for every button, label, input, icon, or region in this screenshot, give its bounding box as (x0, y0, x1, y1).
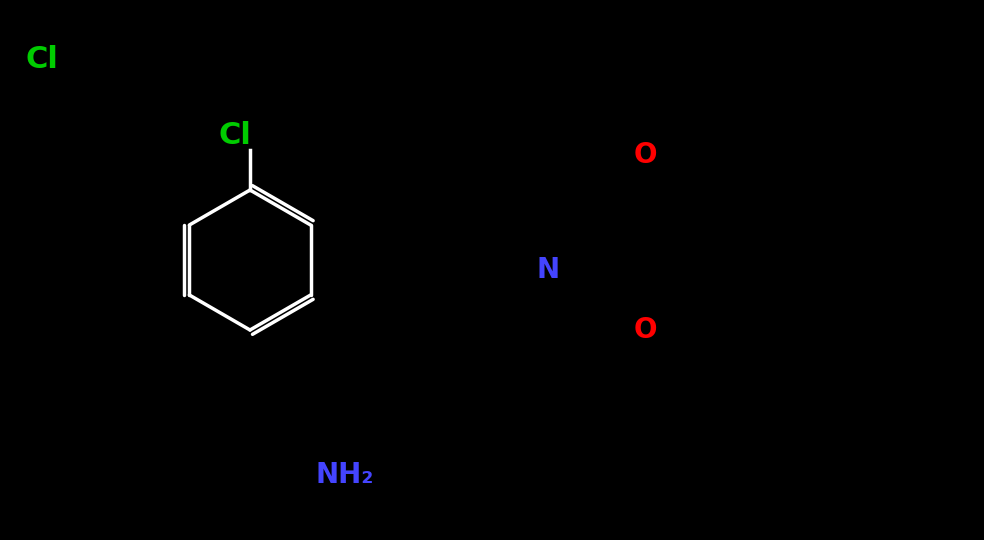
Text: O: O (634, 141, 656, 169)
Text: O: O (634, 316, 656, 344)
Text: N: N (536, 256, 560, 284)
Text: Cl: Cl (26, 45, 58, 75)
Text: Cl: Cl (218, 120, 252, 150)
Text: NH₂: NH₂ (316, 461, 374, 489)
